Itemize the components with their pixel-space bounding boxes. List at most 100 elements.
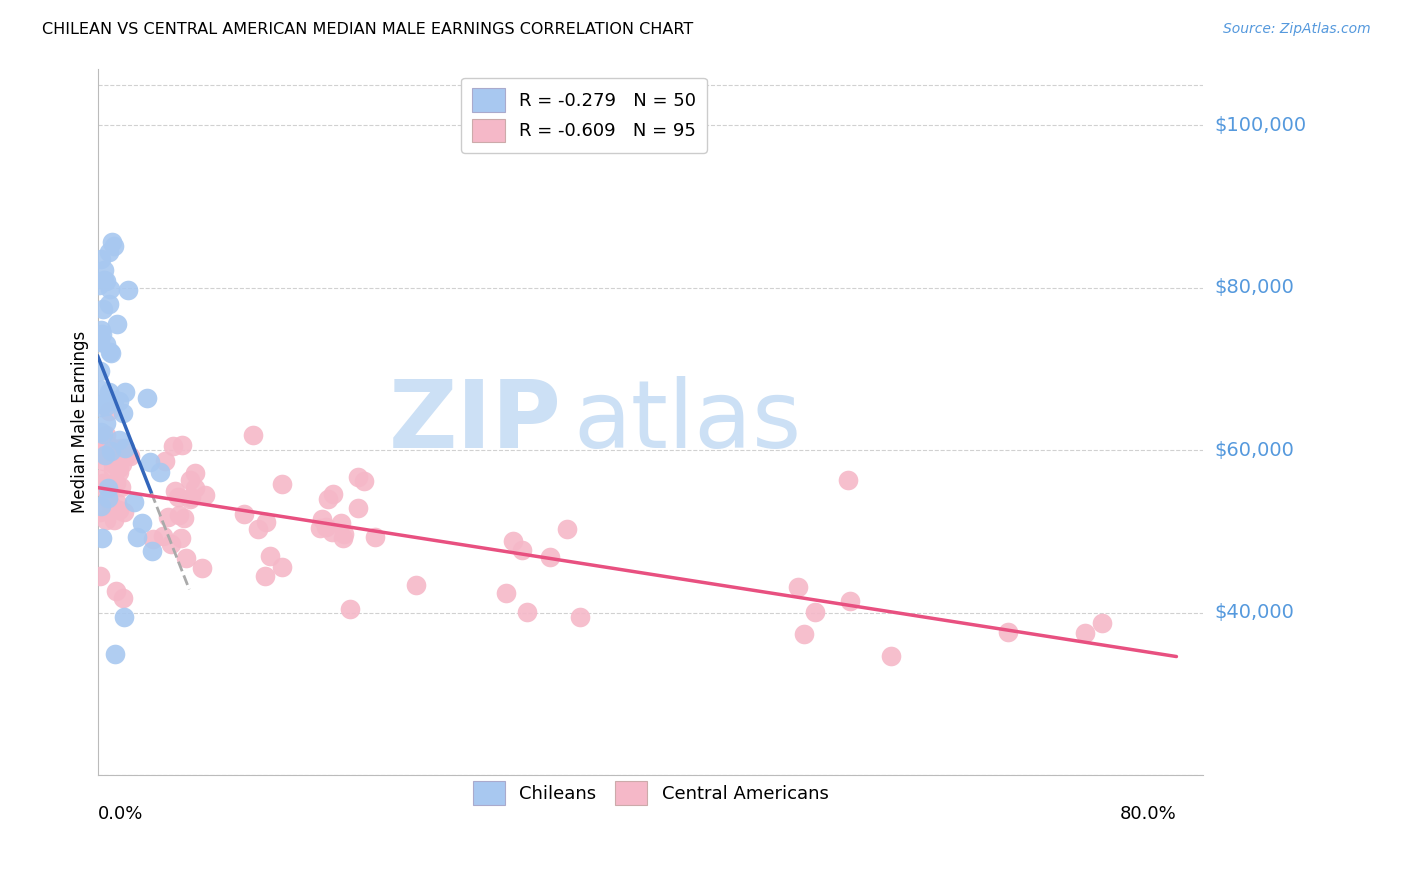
Point (93, 301, 115, 316)
Point (353, 474, 375, 488)
Point (118, 450, 141, 464)
Point (495, 586, 517, 600)
Point (170, 438, 193, 452)
Point (101, 463, 124, 477)
Point (516, 606, 538, 620)
Point (339, 601, 361, 615)
Point (90, 499, 112, 513)
Point (103, 394, 125, 409)
Point (568, 609, 591, 624)
Point (179, 473, 201, 487)
Point (89, 472, 111, 486)
Point (108, 433, 131, 447)
Point (91, 480, 114, 494)
Point (184, 481, 207, 495)
Point (254, 516, 277, 530)
Point (322, 487, 344, 501)
Text: $100,000: $100,000 (1215, 116, 1306, 135)
Text: 0.0%: 0.0% (97, 805, 143, 823)
Point (96, 417, 118, 431)
Point (110, 480, 132, 494)
Point (108, 461, 131, 475)
Point (94, 399, 117, 413)
Point (100, 443, 122, 458)
Point (94, 449, 117, 463)
Point (405, 578, 427, 592)
Point (111, 457, 134, 471)
Point (321, 525, 343, 540)
Text: CHILEAN VS CENTRAL AMERICAN MEDIAN MALE EARNINGS CORRELATION CHART: CHILEAN VS CENTRAL AMERICAN MEDIAN MALE … (42, 22, 693, 37)
Point (315, 520, 337, 534)
Point (167, 508, 190, 523)
Point (100, 345, 122, 359)
Point (91, 427, 114, 442)
Point (112, 591, 135, 606)
Point (105, 454, 128, 468)
Point (271, 476, 294, 491)
Point (837, 473, 859, 487)
Point (162, 439, 184, 453)
Point (333, 527, 356, 541)
Point (170, 531, 193, 545)
Point (98, 384, 121, 399)
Point (330, 516, 353, 530)
Point (364, 530, 387, 544)
Point (100, 346, 122, 360)
Point (89, 278, 111, 293)
Point (110, 441, 132, 455)
Point (91, 327, 114, 342)
Point (538, 550, 561, 565)
Point (112, 610, 135, 624)
Point (997, 625, 1019, 640)
Point (90, 425, 112, 439)
Point (117, 283, 139, 297)
Point (103, 457, 125, 471)
Point (309, 521, 332, 535)
Point (141, 543, 163, 558)
Point (173, 511, 195, 525)
Point (98, 282, 121, 296)
Point (97, 491, 120, 506)
Point (347, 501, 370, 516)
Point (125, 530, 148, 544)
Text: ZIP: ZIP (389, 376, 562, 467)
Point (96, 391, 118, 405)
Point (787, 581, 810, 595)
Point (89, 430, 111, 444)
Point (114, 441, 136, 455)
Point (101, 235, 124, 250)
Point (96, 478, 118, 492)
Point (122, 495, 145, 509)
Point (90, 383, 112, 397)
Point (167, 490, 190, 504)
Point (100, 498, 122, 512)
Point (179, 492, 201, 507)
Point (131, 516, 153, 531)
Point (89, 505, 111, 519)
Text: 80.0%: 80.0% (1119, 805, 1177, 823)
Point (194, 488, 217, 502)
Point (176, 550, 198, 565)
Point (93, 454, 115, 468)
Point (96, 336, 118, 351)
Point (90, 401, 112, 415)
Point (96, 428, 118, 442)
Point (103, 239, 125, 253)
Text: $60,000: $60,000 (1215, 441, 1295, 459)
Point (96, 436, 118, 450)
Point (93, 262, 115, 277)
Point (93, 273, 115, 287)
Point (104, 647, 127, 661)
Point (104, 475, 127, 490)
Point (259, 549, 281, 563)
Point (108, 465, 131, 479)
Point (253, 568, 276, 582)
Point (107, 394, 129, 409)
Point (112, 505, 135, 519)
Point (98, 244, 121, 259)
Point (804, 605, 827, 619)
Point (115, 449, 138, 463)
Point (152, 529, 174, 543)
Point (180, 490, 202, 504)
Y-axis label: Median Male Earnings: Median Male Earnings (72, 331, 89, 513)
